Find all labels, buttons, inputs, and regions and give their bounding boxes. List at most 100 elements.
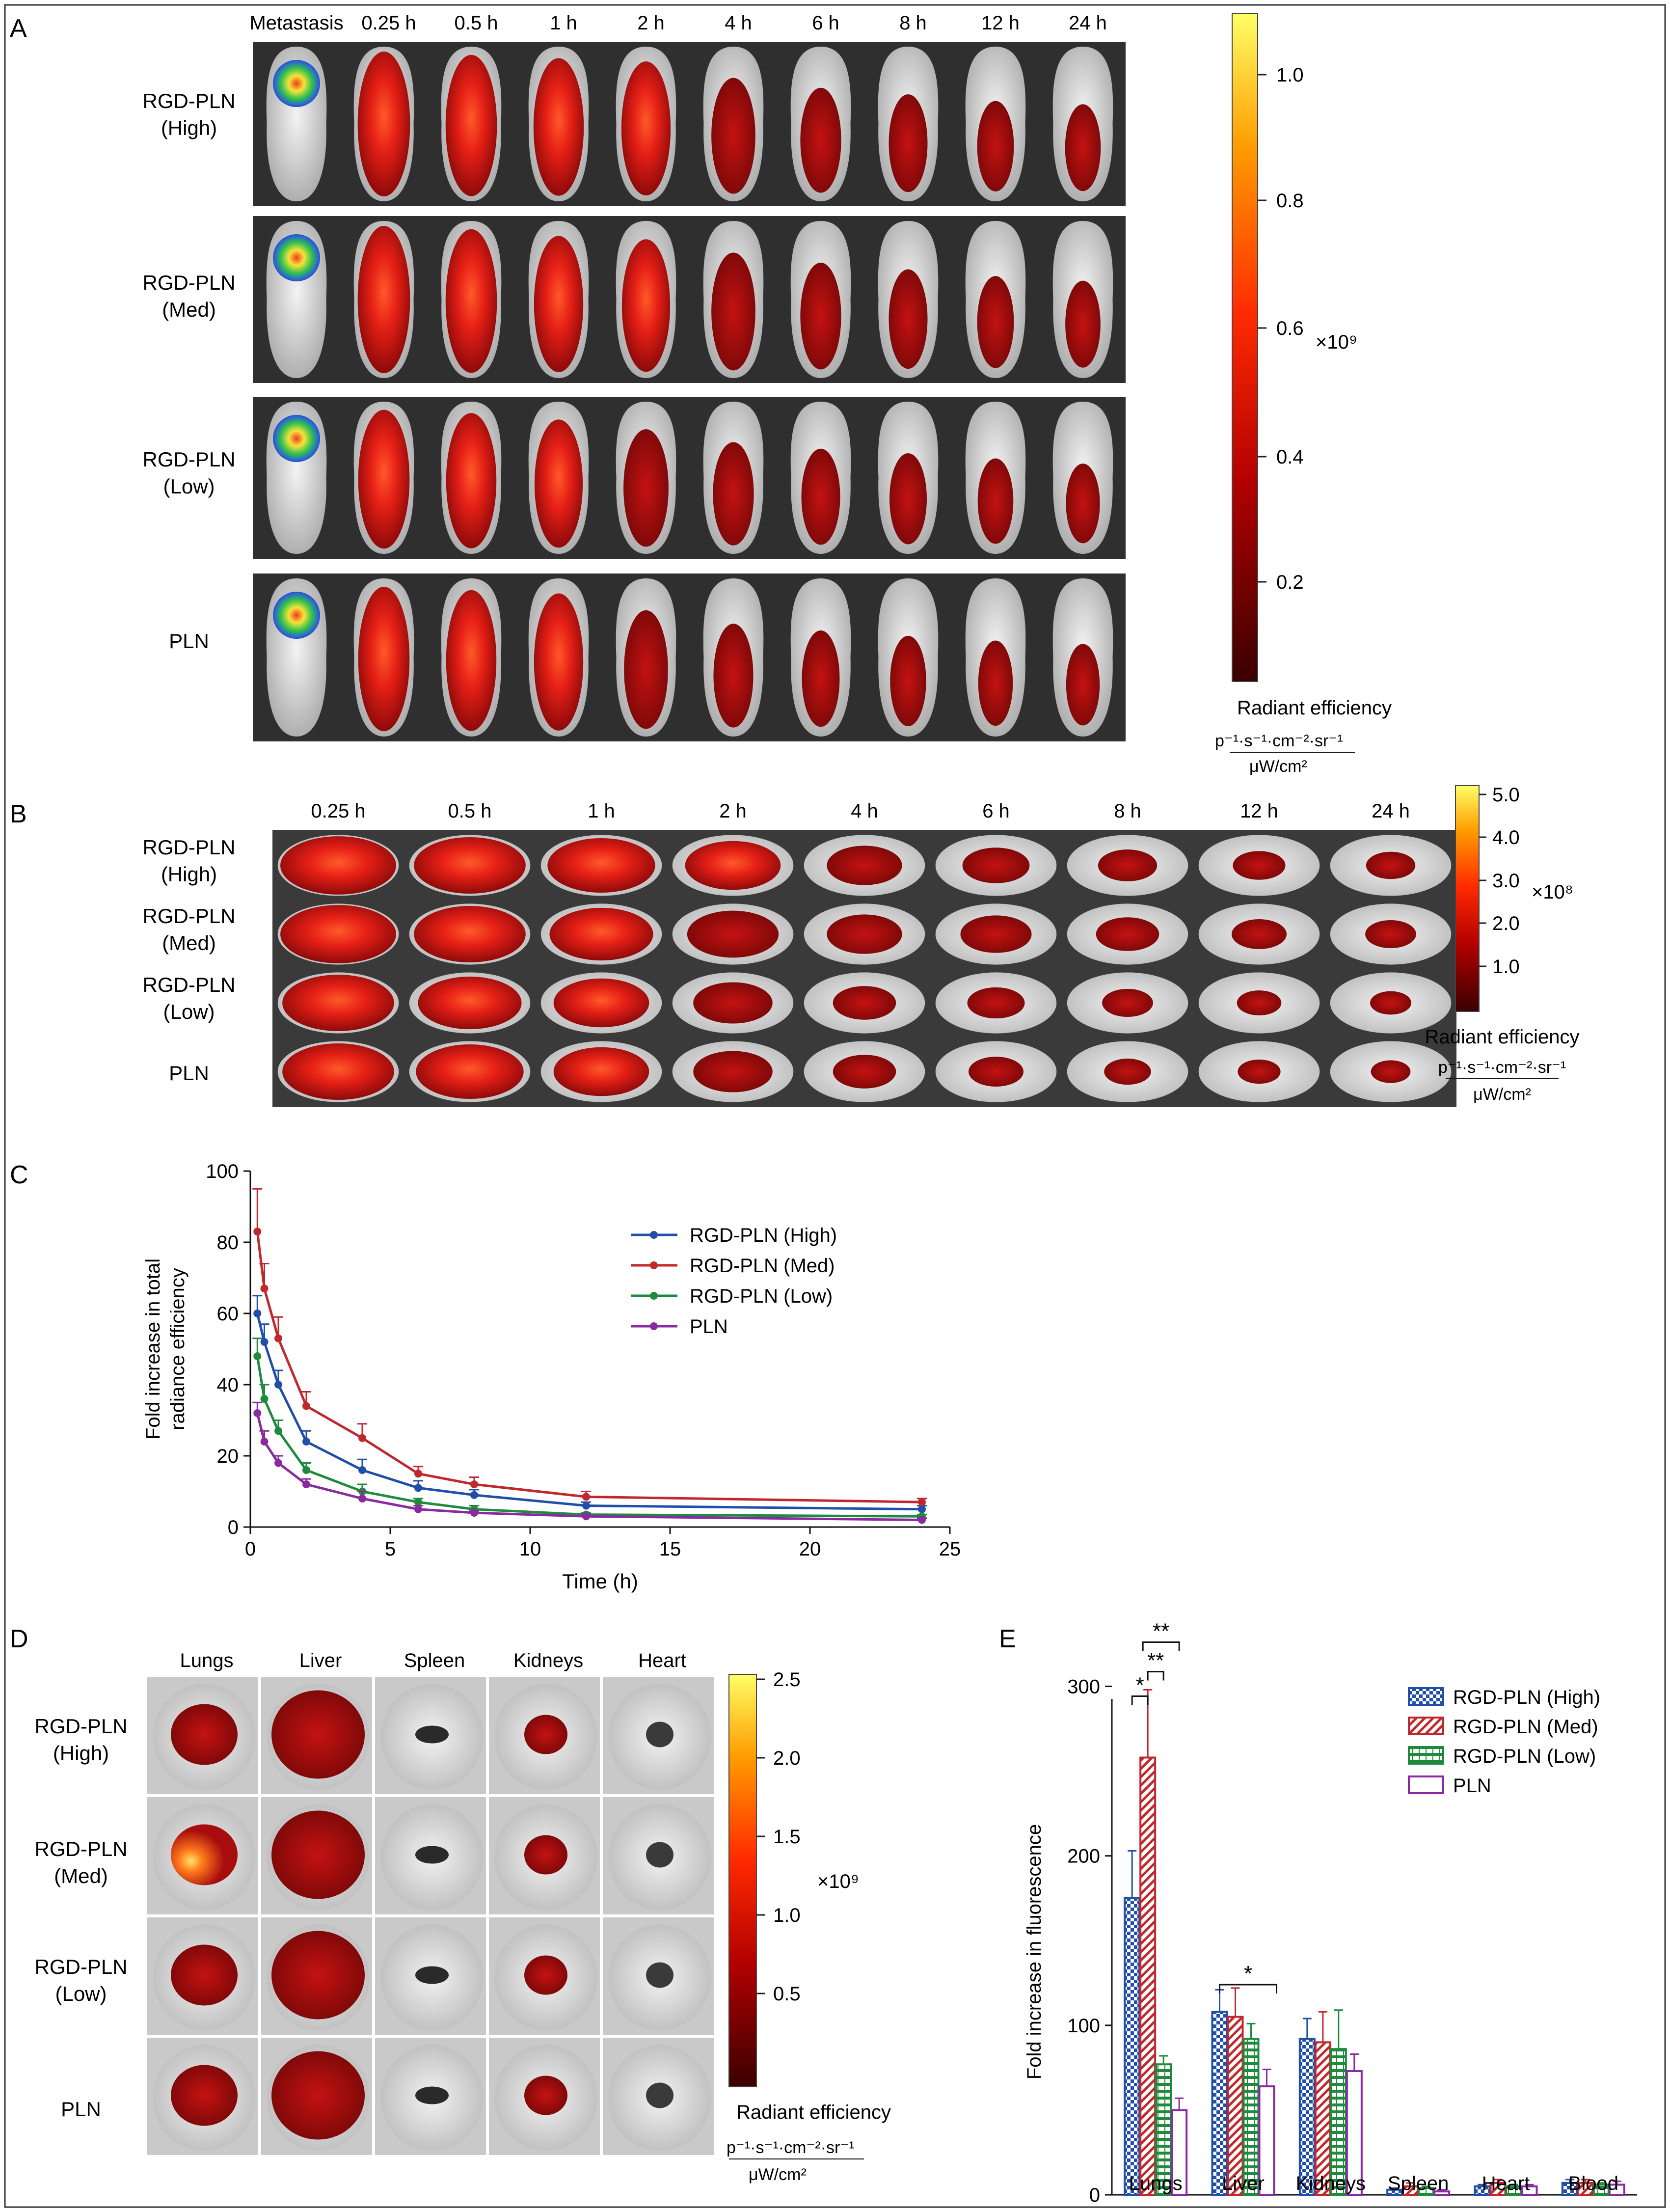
- fluorescence-signal: [358, 410, 410, 549]
- legend-label: RGD-PLN (High): [1453, 1687, 1600, 1708]
- colorbar-d-unit-denominator: μW/cm²: [749, 2165, 807, 2184]
- colorbar-b-tick-label: 5.0: [1492, 784, 1520, 806]
- fluorescence-signal: [827, 846, 902, 885]
- organ-fluorescence-signal: [415, 1725, 449, 1744]
- fluorescence-signal: [977, 458, 1014, 544]
- panel-b-timepoint-header: 4 h: [851, 800, 878, 822]
- colorbar-b-unit-numerator: p⁻¹·s⁻¹·cm⁻²·sr⁻¹: [1438, 1058, 1566, 1077]
- fluorescence-signal: [800, 87, 841, 193]
- colorbar-a-tick-label: 0.2: [1276, 572, 1304, 593]
- colorbar-b-tick-label: 4.0: [1492, 827, 1520, 848]
- fluorescence-signal: [445, 229, 497, 373]
- panel-b-timepoint-header: 0.25 h: [311, 800, 365, 822]
- fluorescence-signal: [1233, 851, 1286, 880]
- panel-b-timepoint-header: 12 h: [1240, 800, 1278, 822]
- legend-swatch: [1408, 1687, 1444, 1706]
- legend-label: PLN: [690, 1316, 728, 1338]
- bar: [1227, 2016, 1244, 2196]
- y-tick-label: 100: [206, 1161, 239, 1182]
- data-point: [274, 1334, 282, 1342]
- y-tick-label: 40: [217, 1374, 239, 1396]
- data-point: [414, 1484, 422, 1492]
- organ-fluorescence-signal: [171, 1824, 238, 1885]
- panel-d-row-label-line2: (High): [53, 1742, 109, 1765]
- fluorescence-signal: [416, 1044, 524, 1099]
- fluorescence-signal: [534, 419, 583, 548]
- panel-b-row-label-line2: (High): [161, 863, 217, 886]
- x-tick-label: Kidneys: [1296, 2173, 1366, 2194]
- panel-a-timepoint-header: 0.5 h: [455, 12, 498, 34]
- x-tick-label: 0: [245, 1538, 256, 1560]
- fluorescence-signal: [282, 975, 394, 1031]
- panel-b-row-label-line2: (Low): [163, 1000, 215, 1023]
- data-point: [253, 1409, 262, 1417]
- panel-b-row-label-line1: RGD-PLN: [142, 904, 235, 928]
- panel-d-row-label-line1: RGD-PLN: [34, 1715, 127, 1738]
- data-point: [918, 1505, 926, 1513]
- figure-frame: [4, 4, 1666, 2208]
- panel-d-organ-headers: Lungs Liver Spleen Kidneys Heart: [180, 1650, 686, 1671]
- fluorescence-signal: [801, 448, 840, 545]
- fluorescence-signal: [445, 55, 497, 196]
- panel-d-organ-header: Liver: [299, 1650, 342, 1671]
- legend-marker: [650, 1261, 658, 1269]
- data-point: [358, 1434, 366, 1442]
- fluorescence-signal: [1065, 104, 1101, 191]
- panel-a-row-label-line1: PLN: [169, 629, 209, 653]
- colorbar-d-tick-label: 0.5: [773, 1983, 801, 2005]
- organ-fluorescence-signal: [171, 1704, 238, 1765]
- colorbar-b-scale: [1455, 785, 1480, 1012]
- organ-fluorescence-signal: [271, 1931, 365, 2020]
- x-tick-label: Lungs: [1129, 2173, 1183, 2194]
- colorbar-a-tick-label: 0.8: [1276, 190, 1304, 212]
- fluorescence-signal: [553, 1047, 649, 1096]
- bar: [1314, 2041, 1331, 2196]
- fluorescence-signal: [977, 101, 1014, 191]
- legend-label: RGD-PLN (Low): [1453, 1746, 1596, 1767]
- x-tick-label: 10: [519, 1538, 541, 1560]
- fluorescence-signal: [418, 976, 522, 1030]
- panel-c-letter: C: [10, 1161, 28, 1189]
- panel-d-organ-header: Lungs: [180, 1650, 234, 1671]
- panel-d-row-label-line2: (Med): [54, 1864, 108, 1887]
- legend-label: PLN: [1453, 1775, 1491, 1797]
- fluorescence-signal: [534, 593, 584, 731]
- x-tick-label: Heart: [1482, 2173, 1530, 2194]
- data-point: [260, 1338, 269, 1346]
- fluorescence-signal: [827, 914, 902, 954]
- fluorescence-signal: [685, 841, 781, 890]
- data-point: [414, 1498, 422, 1506]
- metastasis-tumor-signal: [273, 60, 320, 107]
- panel-c-line-chart: 0 20 40 60 80 100 0 5 10 15 20 25 Time (h) Fold incre…: [142, 1161, 961, 1593]
- fluorescence-signal: [889, 269, 928, 369]
- fluorescence-signal: [553, 978, 649, 1028]
- legend-swatch: [1408, 1775, 1444, 1794]
- fluorescence-signal: [962, 847, 1030, 883]
- bar: [1242, 2038, 1260, 2196]
- fluorescence-signal: [358, 586, 410, 732]
- bar: [1298, 2038, 1316, 2196]
- legend-marker: [650, 1231, 658, 1239]
- colorbar-a-tick-label: 0.4: [1276, 446, 1304, 468]
- y-tick-label: 60: [217, 1303, 239, 1325]
- fluorescence-signal: [1371, 1060, 1411, 1083]
- fluorescence-signal: [533, 58, 584, 196]
- y-tick-label: 20: [217, 1446, 239, 1467]
- metastasis-tumor-signal: [273, 234, 320, 281]
- legend-marker: [650, 1292, 658, 1300]
- data-point: [302, 1438, 310, 1446]
- panel-b-timepoint-header: 0.5 h: [448, 800, 492, 822]
- y-axis-label: Fold increase in fluorescence: [1024, 1824, 1045, 2079]
- data-point: [302, 1480, 310, 1488]
- colorbar-a-tick-label: 1.0: [1276, 64, 1304, 86]
- panel-b-row-label-line1: PLN: [169, 1062, 209, 1085]
- colorbar-a-scale: [1232, 13, 1258, 682]
- panel-b-row-label-line2: (Med): [162, 931, 216, 955]
- organ-fluorescence-signal: [415, 2086, 449, 2104]
- panel-a-timepoint-header: 0.25 h: [361, 12, 416, 34]
- data-point: [582, 1493, 590, 1501]
- colorbar-b-tick-label: 1.0: [1492, 956, 1520, 978]
- panel-d-row-label-line1: PLN: [61, 2098, 101, 2121]
- significance-bracket: [1147, 1671, 1164, 1681]
- x-tick-label: Blood: [1568, 2173, 1618, 2194]
